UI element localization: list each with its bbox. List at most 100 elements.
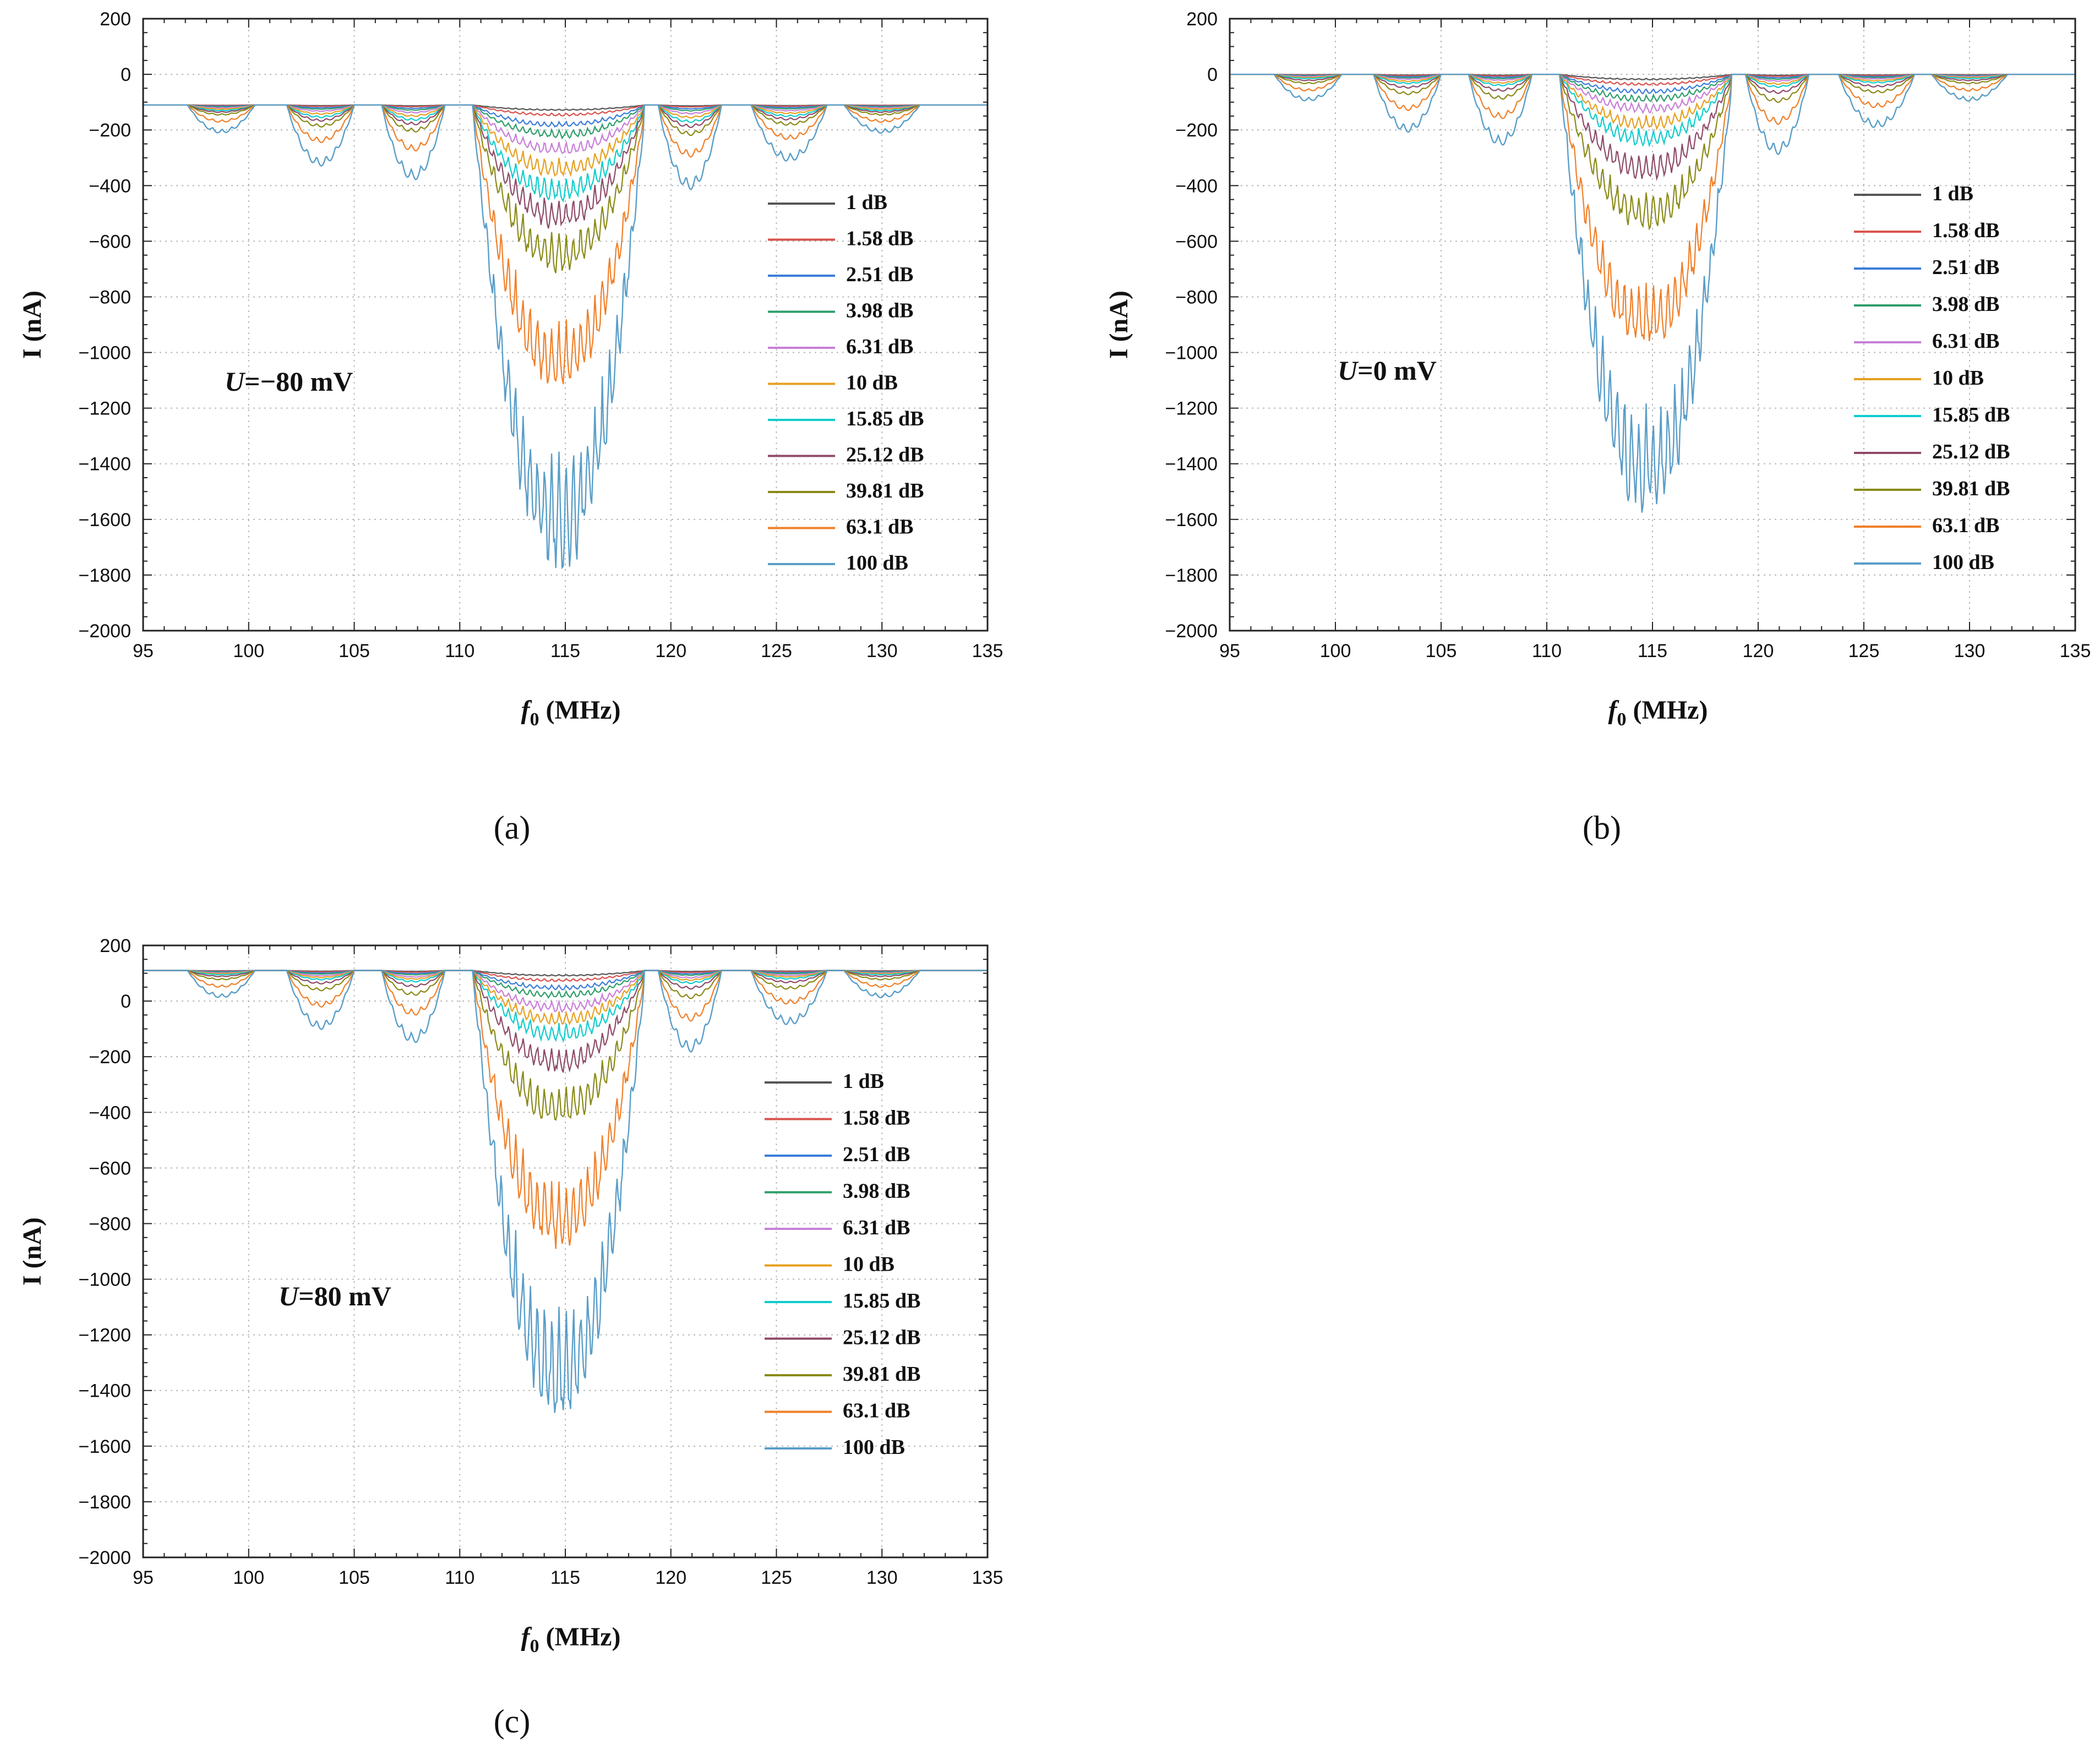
panel-label: (c) bbox=[494, 1703, 531, 1740]
legend-label: 15.85 dB bbox=[843, 1289, 920, 1312]
legend-label: 2.51 dB bbox=[1932, 256, 1999, 279]
y-tick-label: −200 bbox=[89, 1047, 131, 1068]
x-tick-label: 135 bbox=[972, 1567, 1003, 1588]
panel-label: (b) bbox=[1583, 810, 1621, 846]
series-line-100-dB bbox=[143, 104, 988, 570]
x-tick-label: 125 bbox=[761, 1567, 792, 1588]
x-tick-label: 105 bbox=[339, 1567, 370, 1588]
legend-label: 25.12 dB bbox=[1932, 440, 2010, 463]
x-tick-label: 130 bbox=[866, 1567, 898, 1588]
x-tick-label: 110 bbox=[445, 1567, 474, 1588]
y-tick-label: −1200 bbox=[1165, 398, 1218, 419]
legend-label: 25.12 dB bbox=[846, 444, 924, 467]
x-axis-label: f0 (MHz) bbox=[521, 696, 621, 730]
x-tick-label: 100 bbox=[233, 641, 264, 661]
y-tick-label: 200 bbox=[100, 936, 131, 956]
x-tick-label: 135 bbox=[972, 641, 1003, 661]
x-tick-label: 115 bbox=[550, 1567, 580, 1588]
voltage-annotation: U=0 mV bbox=[1338, 355, 1437, 386]
y-tick-label: 0 bbox=[121, 64, 131, 85]
x-tick-label: 100 bbox=[233, 1567, 264, 1588]
y-tick-label: −200 bbox=[89, 120, 131, 141]
legend-label: 3.98 dB bbox=[846, 299, 913, 322]
chart-panel-1: 95 100 105 110 115 120 125 130 135 200 0 −200 −400 −6… bbox=[18, 9, 1003, 846]
y-tick-label: −400 bbox=[89, 1102, 131, 1123]
y-tick-label: −1800 bbox=[79, 565, 132, 586]
series-line-100-dB bbox=[1230, 73, 2075, 513]
y-tick-label: −400 bbox=[89, 176, 131, 196]
legend-label: 2.51 dB bbox=[843, 1143, 910, 1166]
x-tick-label: 130 bbox=[1954, 641, 1986, 661]
x-tick-label: 125 bbox=[761, 641, 792, 661]
y-tick-label: −200 bbox=[1175, 120, 1218, 141]
legend-label: 1 dB bbox=[1932, 182, 1973, 205]
x-tick-label: 135 bbox=[2060, 641, 2091, 661]
x-axis-label: f0 (MHz) bbox=[1608, 696, 1708, 730]
legend-label: 1 dB bbox=[843, 1070, 884, 1093]
y-tick-label: −400 bbox=[1175, 176, 1218, 196]
y-tick-label: −1000 bbox=[79, 343, 132, 364]
legend-label: 63.1 dB bbox=[843, 1399, 910, 1423]
legend-label: 1.58 dB bbox=[1932, 219, 1999, 242]
legend: 1 dB 1.58 dB 2.51 dB 3.98 dB 6.31 dB 10 dB 15.… bbox=[1854, 182, 2010, 574]
y-tick-label: −600 bbox=[89, 1158, 131, 1179]
y-axis-label: I (nA) bbox=[18, 1217, 47, 1286]
legend-label: 63.1 dB bbox=[1932, 514, 1999, 537]
x-tick-label: 110 bbox=[1532, 641, 1562, 661]
x-tick-label: 125 bbox=[1848, 641, 1880, 661]
y-tick-label: −1400 bbox=[79, 1381, 132, 1402]
x-tick-label: 95 bbox=[133, 1567, 154, 1588]
y-axis-label: I (nA) bbox=[18, 291, 47, 359]
y-tick-label: 200 bbox=[100, 9, 131, 30]
legend-label: 10 dB bbox=[846, 371, 898, 395]
x-tick-label: 120 bbox=[655, 1567, 686, 1588]
y-tick-label: −1600 bbox=[79, 1436, 132, 1457]
y-tick-label: −2000 bbox=[79, 621, 132, 642]
legend-label: 100 dB bbox=[843, 1436, 905, 1459]
y-tick-label: −1200 bbox=[79, 398, 132, 419]
legend-label: 63.1 dB bbox=[846, 516, 913, 539]
legend-label: 2.51 dB bbox=[846, 263, 913, 286]
x-tick-label: 105 bbox=[1426, 641, 1457, 661]
legend-label: 1.58 dB bbox=[843, 1107, 910, 1130]
legend-label: 6.31 dB bbox=[843, 1216, 910, 1239]
y-tick-label: −1000 bbox=[79, 1270, 132, 1290]
y-tick-label: −2000 bbox=[79, 1547, 132, 1568]
legend-label: 6.31 dB bbox=[846, 335, 913, 358]
x-axis-label: f0 (MHz) bbox=[521, 1622, 621, 1656]
plot-frame bbox=[142, 18, 989, 632]
chart-panel-3: 95 100 105 110 115 120 125 130 135 200 0 −200 −400 −6… bbox=[18, 936, 1003, 1740]
voltage-annotation: U=−80 mV bbox=[225, 366, 353, 397]
legend-label: 100 dB bbox=[846, 551, 908, 575]
legend-label: 25.12 dB bbox=[843, 1326, 920, 1349]
y-tick-label: 0 bbox=[1207, 64, 1218, 85]
y-tick-label: −1000 bbox=[1165, 343, 1218, 364]
x-tick-label: 95 bbox=[1219, 641, 1240, 661]
legend-label: 1 dB bbox=[846, 191, 887, 214]
plot-frame bbox=[1229, 18, 2076, 632]
chart-panel-2: 95 100 105 110 115 120 125 130 135 200 0 −200 −400 −6… bbox=[1104, 9, 2091, 846]
legend: 1 dB 1.58 dB 2.51 dB 3.98 dB 6.31 dB 10 dB 15.… bbox=[768, 191, 924, 575]
y-tick-label: −600 bbox=[89, 231, 131, 252]
legend-label: 3.98 dB bbox=[1932, 293, 1999, 316]
y-axis-label: I (nA) bbox=[1104, 291, 1133, 359]
legend-label: 1.58 dB bbox=[846, 227, 913, 250]
x-tick-label: 115 bbox=[550, 641, 580, 661]
x-tick-label: 110 bbox=[445, 641, 474, 661]
x-tick-label: 100 bbox=[1320, 641, 1351, 661]
plot-frame bbox=[142, 944, 989, 1558]
y-tick-label: −1800 bbox=[79, 1492, 132, 1513]
y-tick-label: −600 bbox=[1175, 231, 1218, 252]
y-tick-label: −800 bbox=[89, 287, 131, 308]
x-tick-label: 120 bbox=[1743, 641, 1774, 661]
y-tick-label: 200 bbox=[1186, 9, 1218, 30]
x-tick-label: 105 bbox=[339, 641, 370, 661]
y-tick-label: −800 bbox=[89, 1213, 131, 1234]
y-tick-label: −800 bbox=[1175, 287, 1218, 308]
legend-label: 39.81 dB bbox=[846, 479, 924, 502]
legend-label: 3.98 dB bbox=[843, 1180, 910, 1203]
legend-label: 10 dB bbox=[1932, 367, 1984, 390]
y-tick-label: −1600 bbox=[79, 510, 132, 531]
y-tick-label: −1200 bbox=[79, 1325, 132, 1346]
